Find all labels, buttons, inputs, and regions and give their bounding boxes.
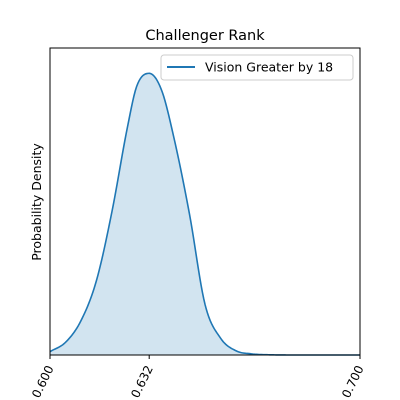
series-area-fill-0 <box>50 73 360 356</box>
chart-title: Challenger Rank <box>145 28 265 44</box>
legend: Vision Greater by 18 <box>160 54 354 81</box>
y-axis-label: Probability Density <box>29 143 44 261</box>
axes-frame <box>49 47 361 356</box>
legend-box <box>160 54 354 81</box>
legend-label: Vision Greater by 18 <box>205 60 333 75</box>
